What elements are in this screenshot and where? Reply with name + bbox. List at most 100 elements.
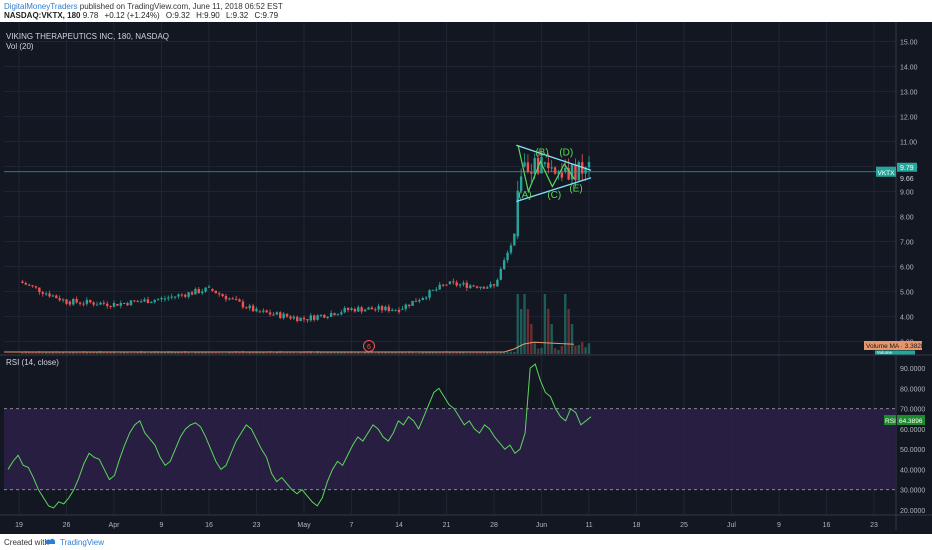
volume-bar [435,351,438,354]
candle-body [217,293,221,295]
chart-frame[interactable]: (A) (B) (C) (D) (E) 6 15.00 14.00 13.00 12.00 11.… [0,22,932,534]
candle-body [428,290,431,298]
candle-body [401,308,404,310]
time-axis-tick-label: 11 [585,522,592,529]
candle-body [523,162,526,167]
volume-bar [469,352,472,354]
candle-body [394,309,397,311]
volume-bar [150,351,153,354]
volume-bar [27,351,31,354]
volume-bar [455,351,458,354]
volume-bar [370,351,374,354]
high-value: H:9.90 [196,11,220,20]
volume-bar [404,352,407,354]
volume-ma-line [4,341,575,353]
volume-bar [143,352,146,354]
candle-body [299,317,302,322]
candle-body [190,292,194,295]
symbol-quote-line: NASDAQ:VKTX, 180 9.78 +0.12 (+1.24%) O:9… [4,11,282,20]
candle-body [360,307,363,312]
volume-bar [333,352,336,354]
candle-body [421,298,424,300]
candle-body [502,260,506,269]
event-marker[interactable] [363,340,375,352]
candle-body [353,309,357,312]
price-axis-tick-label: 9.00 [900,190,914,197]
candle-body [289,316,292,319]
candle-body [516,190,519,237]
candle-body [238,299,241,302]
volume-bar [292,352,296,354]
candle-body [414,300,418,302]
volume-bar [360,352,363,354]
volume-bar [340,351,343,354]
candle-body [136,301,139,303]
symbol-tag-bg [876,166,896,177]
volume-bar [194,352,197,354]
axes: 15.0014.0013.0012.0011.0010.009.008.007.… [15,40,926,530]
volume-bar [133,352,136,354]
candle-body [557,172,560,174]
candle-body [146,299,150,304]
candle-body [234,298,238,300]
candle-body [431,289,435,291]
candle-body [102,302,106,304]
candle-body [513,233,516,246]
volume-bar [48,352,51,354]
volume-bar [44,352,48,354]
candle-body [68,301,72,305]
volume-bar [272,352,275,354]
candle-body [363,309,367,312]
volume-bar [136,351,139,354]
volume-bar [302,351,306,354]
volume-bar [238,352,241,354]
volume-bar [85,351,89,354]
volume-bar [167,351,170,354]
volume-bar [217,352,221,354]
candle-body [435,289,438,291]
volume-bar [574,345,577,354]
candle-body [122,302,126,304]
volume-bar [519,309,523,354]
candle-body [44,293,48,295]
candle-body [391,309,394,312]
volume-bar [407,351,411,354]
volume-bar [431,352,435,354]
last-price: 9.78 [82,11,99,20]
volume-ma-tag: Volume MA · 3.382M [866,343,926,350]
candle-body [306,319,309,321]
volume-bar [414,352,418,354]
volume-bar [336,352,340,354]
candle-body [323,314,326,318]
candle-body [346,307,350,310]
candle-body [560,172,564,178]
elliott-wave-path [517,146,575,194]
volume-bar [350,351,353,354]
candle-body [187,292,190,297]
volume-bar [326,351,329,354]
volume-bars [4,294,591,354]
volume-bar [173,351,177,354]
volume-bar [285,352,289,354]
tradingview-brand-link[interactable]: TradingView [60,538,105,547]
candle-body [55,295,58,299]
candle-body [99,302,102,305]
candle-body [380,306,384,311]
time-axis-tick-label: 19 [15,522,23,529]
candle-body [577,162,581,181]
volume-bar [312,352,316,354]
volume-bar [533,343,536,354]
volume-bar [99,351,102,354]
candle-body [156,299,160,301]
volume-bar [31,352,34,354]
time-axis-tick-label: 21 [443,522,451,529]
volume-bar [465,352,469,354]
volume-bar [82,351,85,354]
chart-canvas[interactable]: (A) (B) (C) (D) (E) 6 15.00 14.00 13.00 12.00 11.… [0,22,932,534]
publisher-link[interactable]: DigitalMoneyTraders [4,2,78,11]
candle-body [163,298,167,300]
volume-bar [479,352,482,354]
volume-bar [262,351,265,354]
volume-bar [489,351,492,354]
volume-bar [234,351,238,354]
